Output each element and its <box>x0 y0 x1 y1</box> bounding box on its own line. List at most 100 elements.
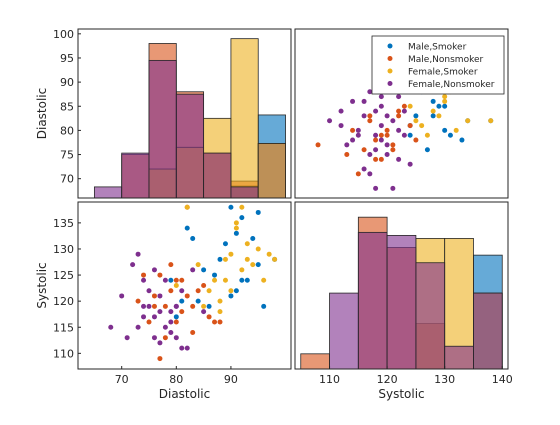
scatter-point <box>350 137 356 143</box>
scatter-point <box>135 298 141 304</box>
scatter-point <box>488 118 494 124</box>
upper-left-axes-frame <box>77 28 292 199</box>
histogram-bar <box>329 292 359 370</box>
scatter-point <box>378 137 384 143</box>
scatter-point <box>239 277 245 283</box>
histogram-bar <box>473 292 503 370</box>
scatter-point <box>157 356 163 362</box>
histogram-bar <box>93 186 123 199</box>
scatter-point <box>396 108 402 114</box>
scatter-point <box>146 288 152 294</box>
scatter-point <box>244 277 250 283</box>
scatter-point <box>390 118 396 124</box>
scatter-point <box>272 256 278 262</box>
scatter-point <box>151 303 157 309</box>
scatter-point <box>141 277 147 283</box>
scatter-point <box>442 98 448 104</box>
scatter-point <box>228 293 234 299</box>
scatter-point <box>179 309 185 315</box>
legend-label: Female,Smoker <box>408 68 478 78</box>
scatter-point <box>201 303 207 309</box>
scatter-point <box>141 272 147 278</box>
y-tick-label: 120 <box>53 295 74 308</box>
x-tick-label: 110 <box>319 373 340 386</box>
scatter-point <box>151 267 157 273</box>
scatter-point <box>179 345 185 351</box>
scatter-point <box>384 142 390 148</box>
scatter-point <box>195 262 201 268</box>
scatter-point <box>413 113 419 119</box>
scatter-point <box>355 127 361 133</box>
scatter-point <box>315 142 321 148</box>
scatter-point <box>378 103 384 109</box>
scatter-point <box>424 132 430 138</box>
scatter-point <box>430 113 436 119</box>
scatter-point <box>222 256 228 262</box>
legend-marker <box>387 68 393 74</box>
y-tick-label: 70 <box>60 173 74 186</box>
x-axis-label: Systolic <box>378 387 424 401</box>
scatter-point <box>162 324 168 330</box>
scatter-point <box>390 185 396 191</box>
histogram-bar <box>257 143 286 199</box>
scatter-point <box>384 152 390 158</box>
scatter-point <box>206 314 212 320</box>
scatter-point <box>373 137 379 143</box>
scatter-point <box>378 132 384 138</box>
y-axis-label: Systolic <box>35 262 49 308</box>
scatter-point <box>344 142 350 148</box>
scatter-point <box>184 293 190 299</box>
legend-label: Male,Smoker <box>408 43 467 53</box>
scatter-point <box>255 246 261 252</box>
scatter-point <box>261 277 267 283</box>
scatter-point <box>459 137 465 143</box>
scatter-point <box>384 113 390 119</box>
upper-right-axes-frame <box>294 28 509 199</box>
lower-left-axes-frame <box>77 201 292 370</box>
histogram-bar <box>203 152 232 199</box>
scatter-point <box>390 147 396 153</box>
scatter-point <box>401 132 407 138</box>
scatter-point <box>338 108 344 114</box>
scatter-point <box>201 283 207 288</box>
scatter-point <box>367 118 373 124</box>
scatter-point <box>168 319 174 325</box>
scatter-point <box>367 89 373 95</box>
scatter-point <box>157 272 163 278</box>
scatter-point <box>201 309 207 315</box>
scatter-point <box>338 123 344 129</box>
scatter-point <box>151 314 157 320</box>
histogram-bar <box>357 231 388 370</box>
histogram-bar <box>300 353 330 370</box>
scatter-point <box>228 288 234 294</box>
scatter-point <box>168 262 174 268</box>
scatter-point <box>173 319 179 325</box>
scatter-point <box>130 262 136 268</box>
histogram-bar <box>444 345 474 370</box>
scatter-point <box>179 288 185 294</box>
scatter-point <box>184 204 190 210</box>
scatter-point <box>396 156 402 162</box>
scatter-point <box>162 335 168 341</box>
scatter-point <box>250 236 256 242</box>
scatter-point <box>217 319 223 325</box>
scatter-point <box>217 309 223 315</box>
scatter-point <box>124 335 130 341</box>
x-axis-label: Diastolic <box>159 387 211 401</box>
y-tick-label: 90 <box>60 76 74 89</box>
scatter-point <box>239 204 245 210</box>
scatter-point <box>442 94 448 100</box>
scatter-point <box>173 335 179 341</box>
scatter-point <box>465 118 471 124</box>
scatter-point <box>222 241 228 247</box>
scatter-point <box>413 137 419 143</box>
scatter-point <box>135 251 141 257</box>
x-tick-label: 130 <box>434 373 455 386</box>
scatter-point <box>407 103 413 109</box>
y-tick-label: 80 <box>60 124 74 137</box>
legend-marker <box>387 56 393 61</box>
x-tick-label: 90 <box>224 373 238 386</box>
scatter-point <box>430 108 436 114</box>
scatter-point <box>195 288 201 294</box>
